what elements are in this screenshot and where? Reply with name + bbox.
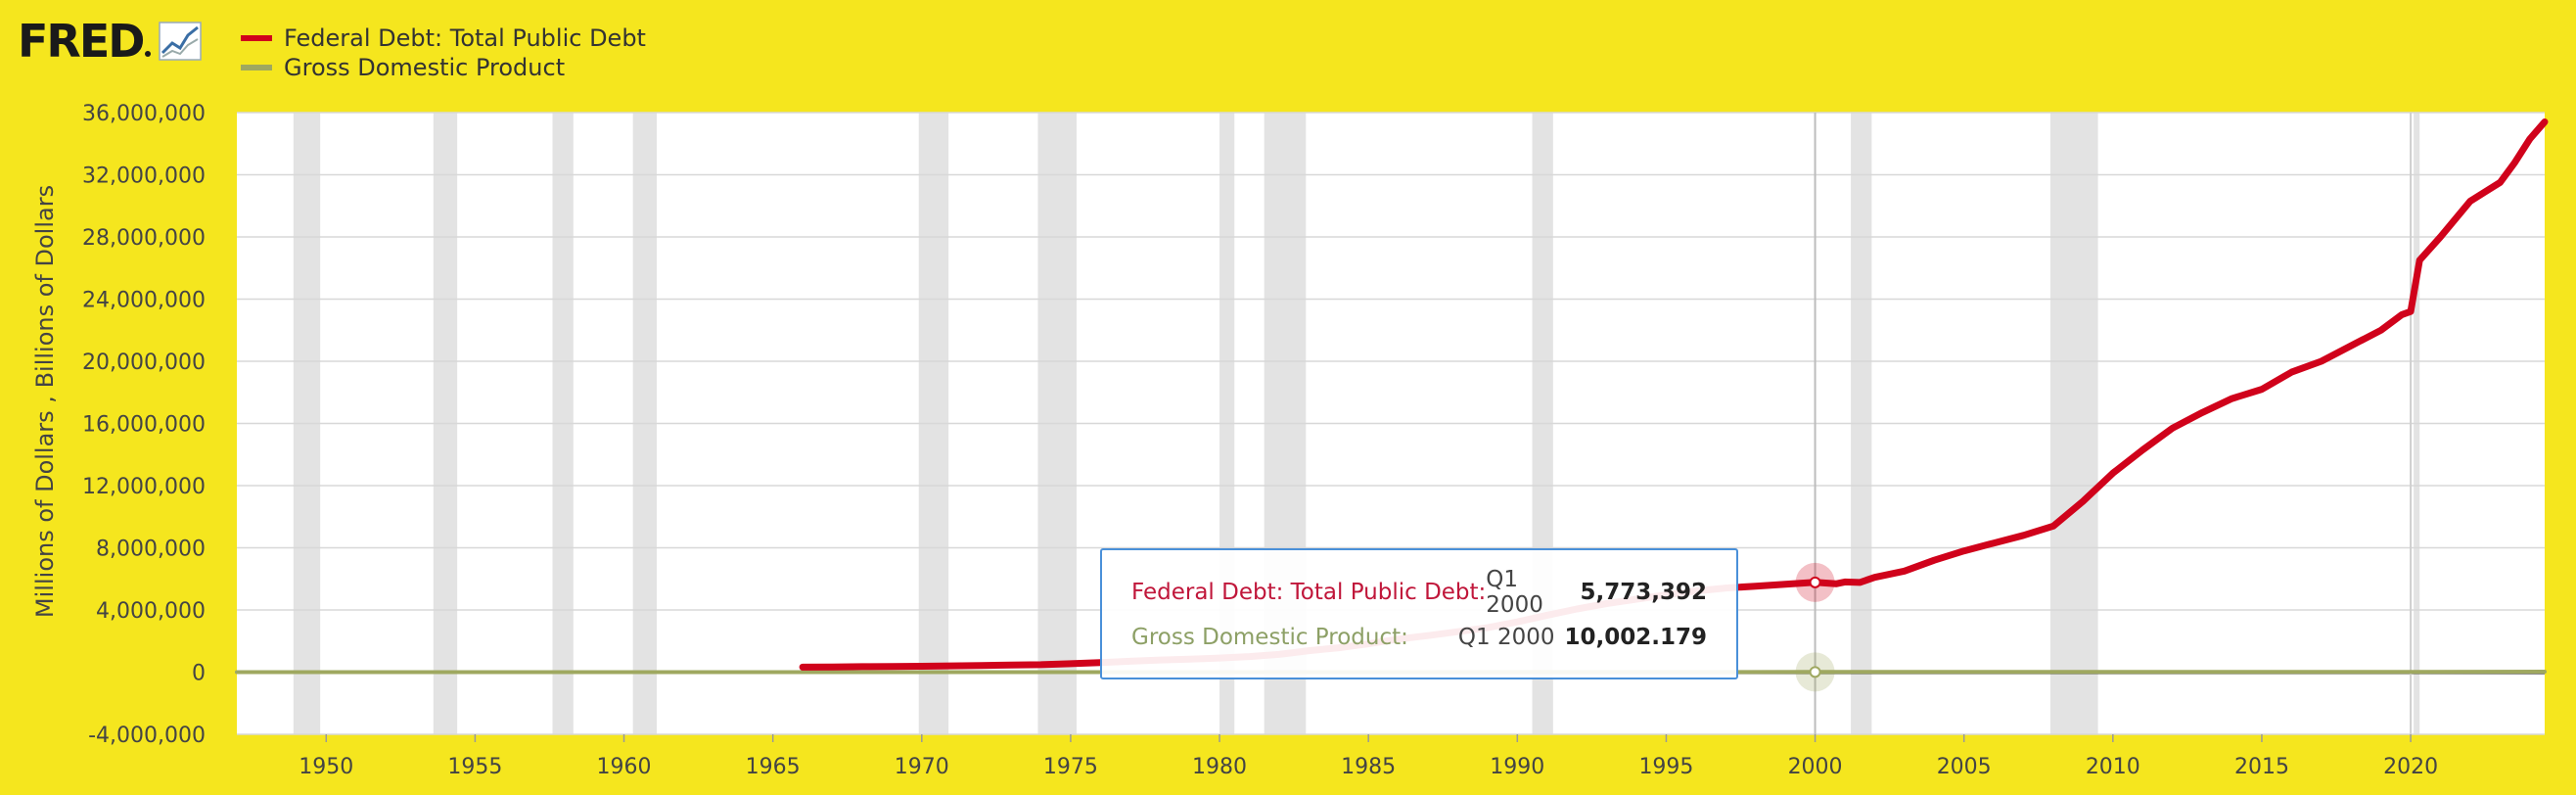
- chart-tooltip: Federal Debt: Total Public Debt: Q1 2000…: [1100, 548, 1738, 679]
- legend-swatch-federal-debt: [241, 35, 272, 41]
- tooltip-series-name: Federal Debt: Total Public Debt:: [1131, 580, 1487, 605]
- x-tick-label: 1965: [746, 755, 801, 779]
- tooltip-row-federal-debt: Federal Debt: Total Public Debt: Q1 2000…: [1131, 567, 1708, 618]
- y-axis-label: Millions of Dollars , Billions of Dollar…: [31, 185, 59, 618]
- x-tick-label: 1990: [1490, 755, 1544, 779]
- legend-item-gdp[interactable]: Gross Domestic Product: [241, 53, 646, 82]
- x-tick-label: 1970: [895, 755, 949, 779]
- legend-label-gdp: Gross Domestic Product: [284, 54, 566, 81]
- x-tick-label: 1960: [597, 755, 652, 779]
- tooltip-row-gdp: Gross Domestic Product: Q1 2000 10,002.1…: [1131, 621, 1707, 654]
- x-tick-label: 2015: [2234, 755, 2289, 779]
- x-tick-label: 2005: [1937, 755, 1992, 779]
- chart-trend-icon: [159, 22, 203, 61]
- x-tick-label: 2010: [2086, 755, 2140, 779]
- y-tick-label: -4,000,000: [88, 724, 206, 748]
- x-tick-label: 1950: [299, 755, 353, 779]
- legend-label-federal-debt: Federal Debt: Total Public Debt: [284, 24, 646, 52]
- y-tick-label: 12,000,000: [82, 475, 206, 499]
- y-tick-label: 36,000,000: [82, 102, 206, 126]
- x-tick-label: 1980: [1192, 755, 1247, 779]
- tooltip-date: Q1 2000: [1457, 625, 1555, 650]
- x-tick-label: 2000: [1788, 755, 1843, 779]
- legend-item-federal-debt[interactable]: Federal Debt: Total Public Debt: [241, 23, 646, 53]
- x-tick-label: 1955: [447, 755, 502, 779]
- tooltip-value: 5,773,392: [1580, 580, 1708, 605]
- legend-swatch-gdp: [241, 65, 272, 70]
- y-tick-label: 20,000,000: [82, 351, 206, 375]
- y-tick-label: 28,000,000: [82, 226, 206, 251]
- x-tick-label: 1975: [1043, 755, 1098, 779]
- tooltip-date: Q1 2000: [1486, 567, 1543, 618]
- x-tick-label: 1985: [1341, 755, 1396, 779]
- fred-logo: FRED: [18, 12, 203, 70]
- tooltip-series-name: Gross Domestic Product:: [1131, 625, 1408, 650]
- y-tick-label: 32,000,000: [82, 164, 206, 189]
- tooltip-value: 10,002.179: [1564, 625, 1707, 650]
- y-tick-label: 16,000,000: [82, 413, 206, 438]
- fred-logo-dot: [145, 51, 152, 57]
- fred-logo-text: FRED: [18, 15, 145, 68]
- x-tick-label: 1995: [1638, 755, 1693, 779]
- y-tick-label: 24,000,000: [82, 289, 206, 313]
- hover-marker: [1809, 576, 1821, 588]
- x-tick-label: 2020: [2383, 755, 2438, 779]
- y-tick-label: 8,000,000: [96, 538, 206, 562]
- chart-legend: Federal Debt: Total Public Debt Gross Do…: [241, 23, 646, 82]
- y-tick-label: 0: [192, 662, 206, 686]
- hover-marker: [1809, 666, 1821, 678]
- y-tick-label: 4,000,000: [96, 599, 206, 624]
